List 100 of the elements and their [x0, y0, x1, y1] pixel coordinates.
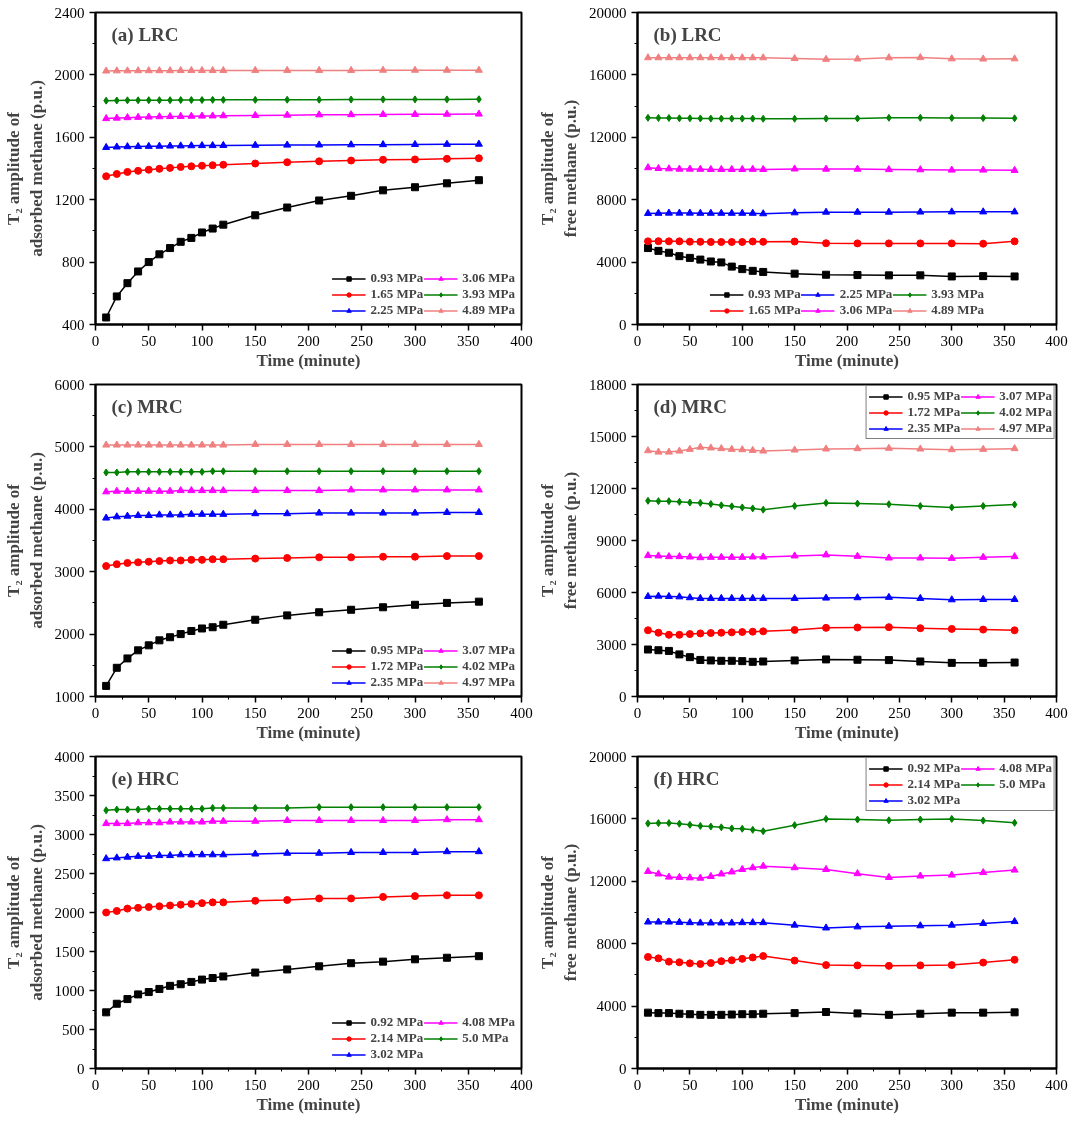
x-tick-label: 0	[91, 332, 100, 349]
legend-label: 0.95 MPa	[907, 388, 961, 404]
legend-label: 4.02 MPa	[462, 658, 515, 674]
x-tick-label: 250	[888, 704, 911, 721]
legend-label: 2.14 MPa	[907, 776, 961, 792]
legend-label: 3.06 MPa	[839, 302, 893, 318]
y-tick-label: 500	[62, 1021, 85, 1038]
x-tick-label: 50	[141, 332, 157, 349]
x-tick-label: 150	[244, 1076, 267, 1093]
legend-label: 5.0 MPa	[462, 1030, 509, 1046]
y-axis-title: T₂ amplitude of free methane (p.u.)	[538, 843, 580, 982]
y-tick-label: 0	[619, 1060, 627, 1077]
legend-label: 0.92 MPa	[907, 760, 961, 776]
y-tick-label: 16000	[589, 810, 627, 827]
legend-label: 4.97 MPa	[999, 420, 1052, 436]
y-tick-label: 2000	[54, 904, 85, 921]
x-tick-label: 0	[633, 1076, 642, 1093]
x-tick-label: 150	[783, 704, 806, 721]
y-axis-title: T₂ amplitude of free methane (p.u.)	[538, 99, 580, 238]
y-tick-label: 1200	[54, 191, 85, 208]
y-axis-title: T₂ amplitude of adsorbed methane (p.u.)	[3, 80, 46, 257]
y-tick-label: 3000	[54, 826, 85, 843]
x-tick-label: 150	[783, 332, 806, 349]
legend-label: 3.93 MPa	[931, 286, 985, 302]
x-tick-label: 100	[190, 332, 214, 349]
legend-label: 2.25 MPa	[839, 286, 893, 302]
legend-label: 4.08 MPa	[999, 760, 1052, 776]
x-tick-label: 300	[940, 1076, 963, 1093]
x-tick-label: 300	[403, 1076, 427, 1093]
x-tick-label: 400	[510, 332, 533, 349]
x-axis-title: Time (minute)	[794, 1094, 900, 1114]
y-axis-title: T₂ amplitude of adsorbed methane (p.u.)	[3, 452, 46, 629]
legend-label: 5.0 MPa	[999, 776, 1046, 792]
legend-label: 0.93 MPa	[370, 270, 424, 286]
x-tick-label: 100	[731, 332, 754, 349]
legend-label: 3.07 MPa	[462, 642, 515, 658]
legend-label: 2.35 MPa	[907, 420, 961, 436]
x-axis-title: Time (minute)	[794, 350, 900, 370]
y-tick-label: 12000	[589, 480, 627, 497]
y-tick-label: 9000	[596, 532, 627, 549]
y-tick-label: 4000	[596, 254, 627, 271]
y-tick-label: 15000	[589, 428, 627, 445]
y-tick-label: 3000	[596, 636, 627, 653]
y-tick-label: 6000	[54, 376, 85, 393]
y-tick-label: 12000	[589, 129, 627, 146]
y-tick-label: 1600	[54, 129, 85, 146]
x-tick-label: 150	[244, 704, 267, 721]
x-tick-label: 300	[940, 704, 963, 721]
legend-label: 1.65 MPa	[370, 286, 424, 302]
x-tick-label: 200	[835, 704, 859, 721]
y-tick-label: 400	[62, 316, 85, 333]
x-tick-label: 250	[350, 332, 373, 349]
text: (f) HRC	[653, 767, 720, 790]
text: (d) MRC	[653, 395, 727, 418]
x-tick-label: 350	[992, 332, 1016, 349]
x-tick-label: 50	[682, 704, 698, 721]
y-tick-label: 8000	[596, 935, 627, 952]
legend-label: 1.72 MPa	[907, 404, 961, 420]
legend-label: 0.93 MPa	[747, 286, 801, 302]
x-tick-label: 200	[297, 1076, 320, 1093]
y-axis-title: T₂ amplitude of adsorbed methane (p.u.)	[3, 824, 46, 1001]
text: (a) LRC	[111, 23, 179, 46]
text: (b) LRC	[653, 23, 722, 46]
x-tick-label: 0	[91, 1076, 100, 1093]
legend-label: 3.06 MPa	[462, 270, 515, 286]
x-tick-label: 350	[457, 704, 480, 721]
x-tick-label: 400	[1045, 332, 1068, 349]
legend-label: 0.95 MPa	[370, 642, 424, 658]
x-tick-label: 100	[731, 704, 754, 721]
y-tick-label: 2000	[54, 66, 85, 83]
legend-label: 4.89 MPa	[931, 302, 985, 318]
legend-label: 4.97 MPa	[462, 674, 515, 690]
x-tick-label: 50	[682, 332, 698, 349]
legend-label: 1.72 MPa	[370, 658, 424, 674]
x-tick-label: 350	[457, 1076, 480, 1093]
x-tick-label: 200	[297, 332, 320, 349]
y-tick-label: 1000	[54, 982, 85, 999]
y-tick-label: 8000	[596, 191, 627, 208]
y-tick-label: 6000	[596, 584, 627, 601]
x-tick-label: 300	[403, 704, 427, 721]
x-axis-title: Time (minute)	[256, 1094, 361, 1114]
legend-label: 2.25 MPa	[370, 302, 424, 318]
x-axis-title: Time (minute)	[256, 722, 361, 742]
y-tick-label: 4000	[54, 501, 85, 518]
legend-label: 4.89 MPa	[462, 302, 515, 318]
legend-label: 1.65 MPa	[747, 302, 801, 318]
legend-label: 3.02 MPa	[907, 792, 961, 808]
y-tick-label: 2000	[54, 626, 85, 643]
legend-label: 3.07 MPa	[999, 388, 1052, 404]
y-tick-label: 1000	[54, 688, 85, 705]
text: (c) MRC	[111, 395, 183, 418]
x-tick-label: 300	[403, 332, 427, 349]
x-tick-label: 250	[888, 1076, 911, 1093]
x-tick-label: 400	[510, 1076, 533, 1093]
x-tick-label: 150	[244, 332, 267, 349]
x-tick-label: 200	[835, 1076, 859, 1093]
x-tick-label: 400	[1045, 1076, 1068, 1093]
legend-label: 4.08 MPa	[462, 1014, 515, 1030]
x-tick-label: 350	[992, 704, 1016, 721]
y-tick-label: 18000	[589, 376, 627, 393]
